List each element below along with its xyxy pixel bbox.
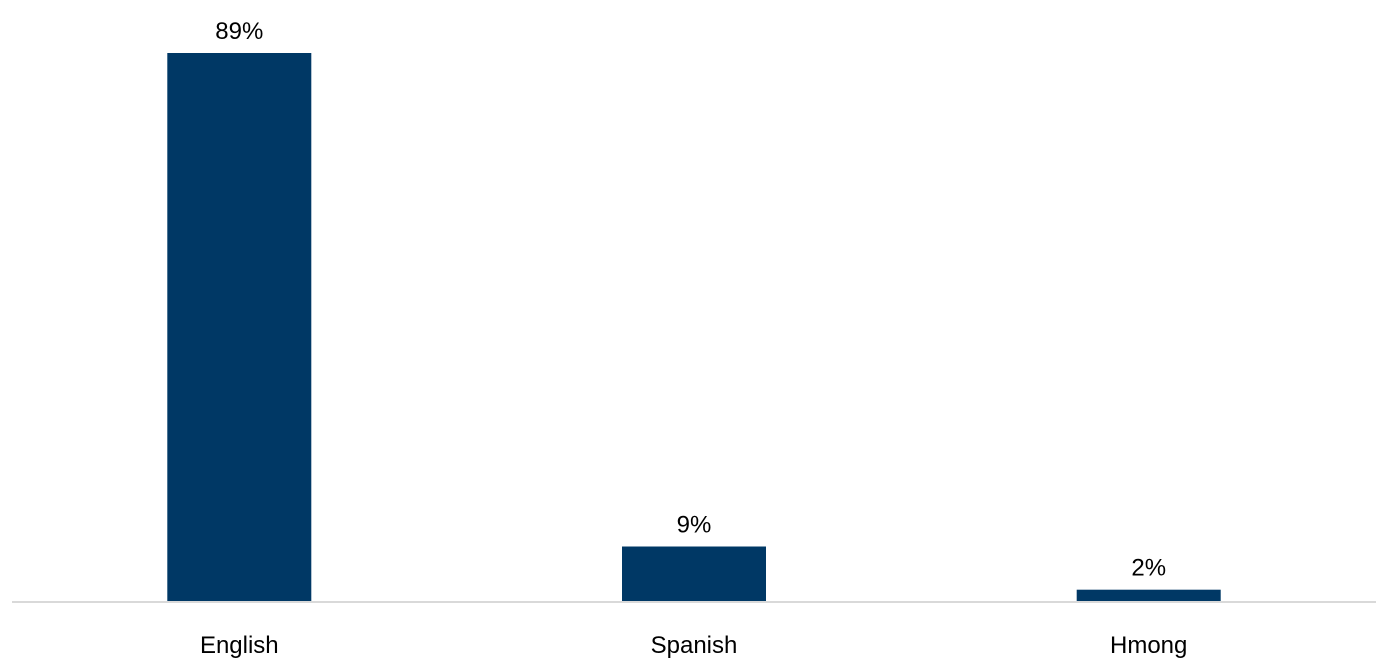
data-label-english: 89% — [215, 18, 263, 45]
data-label-hmong: 2% — [1131, 555, 1166, 582]
bar-spanish — [622, 546, 766, 602]
x-tick-label-hmong: Hmong — [1110, 632, 1187, 659]
bar-hmong — [1076, 589, 1221, 602]
data-labels-group: 89% 9% 2% — [215, 18, 1166, 582]
data-label-spanish: 9% — [677, 512, 712, 539]
x-tick-label-spanish: Spanish — [651, 632, 738, 659]
bars-group — [167, 53, 1221, 602]
bar-english — [167, 53, 312, 602]
x-tick-label-english: English — [200, 632, 279, 659]
category-labels-group: English Spanish Hmong — [200, 632, 1187, 659]
